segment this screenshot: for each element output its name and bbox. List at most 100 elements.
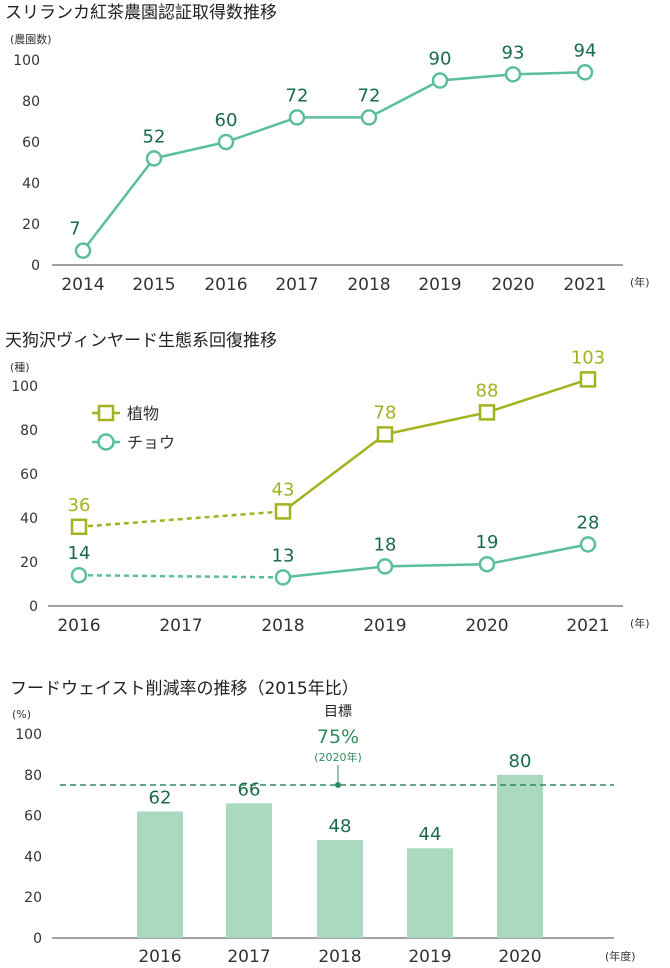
chart-3-y-ticks: 0 20 40 60 80 100 [15, 727, 42, 947]
x-tick-label: 2017 [275, 275, 318, 295]
y-tick-label: 0 [29, 599, 38, 615]
chart-1-x-unit: (年) [630, 275, 650, 289]
x-tick-label: 2018 [318, 947, 361, 967]
x-tick-label: 2019 [363, 616, 406, 636]
y-tick-label: 100 [11, 379, 38, 395]
chart-2-series: 36 43 78 88 103 14 13 18 19 28 [68, 347, 605, 586]
y-tick-label: 0 [31, 258, 40, 274]
data-point [70, 566, 88, 584]
chart-1-y-unit: (農園数) [10, 32, 52, 46]
x-tick-label: 2018 [261, 616, 304, 636]
x-tick-label: 2020 [465, 616, 508, 636]
chart-1: スリランカ紅茶農園認証取得数推移 (農園数) (年) 020406080100 … [5, 3, 650, 295]
x-tick-label: 2014 [61, 275, 104, 295]
data-label: 18 [374, 534, 397, 555]
data-label: 93 [502, 42, 525, 63]
chart-2-x-unit: (年) [630, 616, 650, 630]
data-point [579, 371, 597, 388]
y-tick-label: 80 [20, 423, 38, 439]
data-label: 28 [577, 512, 600, 533]
data-point [376, 558, 394, 575]
target-label: 目標 [324, 704, 352, 720]
data-label: 94 [574, 40, 597, 61]
data-label: 43 [272, 479, 295, 500]
data-point [74, 242, 92, 259]
data-point [478, 404, 496, 421]
chart-2-x-ticks: 2016 2017 2018 2019 2020 2021 [57, 616, 609, 636]
y-tick-label: 80 [24, 768, 42, 784]
x-tick-label: 2021 [566, 616, 609, 636]
chart-3-target: 目標 75% (2020年) [60, 704, 614, 788]
data-point [70, 518, 88, 536]
chart-1-title: スリランカ紅茶農園認証取得数推移 [5, 3, 277, 23]
series-segment [384, 562, 488, 568]
data-point [145, 150, 163, 167]
chart-3-bars: 62 66 48 44 80 [137, 751, 543, 938]
data-point [478, 555, 496, 573]
data-point [360, 109, 378, 126]
data-label: 88 [476, 380, 499, 401]
data-point [288, 109, 306, 126]
bar-label: 62 [149, 788, 172, 809]
series-segment [282, 433, 386, 513]
data-label: 103 [571, 347, 605, 368]
data-label: 7 [69, 219, 80, 240]
y-tick-label: 40 [24, 849, 42, 865]
data-label: 36 [68, 495, 91, 516]
data-label: 13 [272, 545, 295, 566]
y-tick-label: 20 [24, 890, 42, 906]
legend-marker-butterflies [97, 433, 115, 451]
chart-2-y-ticks: 0 20 40 60 80 100 [11, 379, 38, 615]
bar [137, 811, 183, 938]
x-tick-label: 2020 [498, 947, 541, 967]
x-tick-label: 2016 [204, 275, 247, 295]
series-segment [486, 543, 589, 566]
data-label: 52 [143, 126, 166, 147]
data-label: 72 [358, 85, 381, 106]
data-point [431, 72, 449, 89]
y-tick-label: 20 [22, 217, 40, 233]
x-tick-label: 2019 [408, 947, 451, 967]
y-tick-label: 60 [24, 809, 42, 825]
data-point [217, 133, 235, 151]
y-tick-label: 20 [20, 555, 38, 571]
y-tick-label: 100 [13, 53, 40, 69]
data-point [376, 426, 394, 443]
series-segment [282, 565, 386, 579]
legend-label-butterflies: チョウ [127, 433, 175, 452]
y-tick-label: 40 [20, 511, 38, 527]
x-tick-label: 2017 [159, 616, 202, 636]
x-tick-label: 2018 [347, 275, 390, 295]
x-tick-label: 2015 [132, 275, 175, 295]
target-dot [335, 782, 341, 788]
target-sub: (2020年) [314, 750, 362, 764]
series-line [82, 71, 586, 252]
data-point [504, 66, 522, 83]
series-segment [78, 573, 284, 579]
data-point [579, 536, 597, 553]
chart-2: 天狗沢ヴィンヤード生態系回復推移 (種) (年) 0 20 40 60 80 100 20… [5, 331, 650, 636]
chart-2-y-unit: (種) [10, 360, 30, 374]
bar-label: 80 [509, 751, 532, 772]
x-tick-label: 2017 [227, 947, 270, 967]
y-tick-label: 60 [22, 135, 40, 151]
y-tick-label: 40 [22, 176, 40, 192]
data-label: 90 [429, 49, 452, 70]
data-point [576, 64, 594, 81]
bar [317, 840, 363, 938]
data-point [274, 569, 292, 586]
series-segment [384, 411, 488, 436]
bar-label: 48 [329, 816, 352, 837]
bar [407, 848, 453, 938]
data-label: 78 [374, 402, 397, 423]
chart-3: フードウェイスト削減率の推移（2015年比） (%) (年度) 0 20 40 60 8… [10, 679, 636, 967]
chart-1-y-ticks: 0 20 40 60 80 100 [13, 53, 40, 274]
chart-2-legend: 植物 チョウ [92, 404, 175, 452]
x-tick-label: 2021 [563, 275, 606, 295]
x-tick-label: 2020 [491, 275, 534, 295]
chart-3-x-ticks: 2016 2017 2018 2019 2020 [138, 947, 541, 967]
bar [226, 803, 272, 938]
y-tick-label: 80 [22, 94, 40, 110]
data-label: 19 [476, 532, 499, 553]
